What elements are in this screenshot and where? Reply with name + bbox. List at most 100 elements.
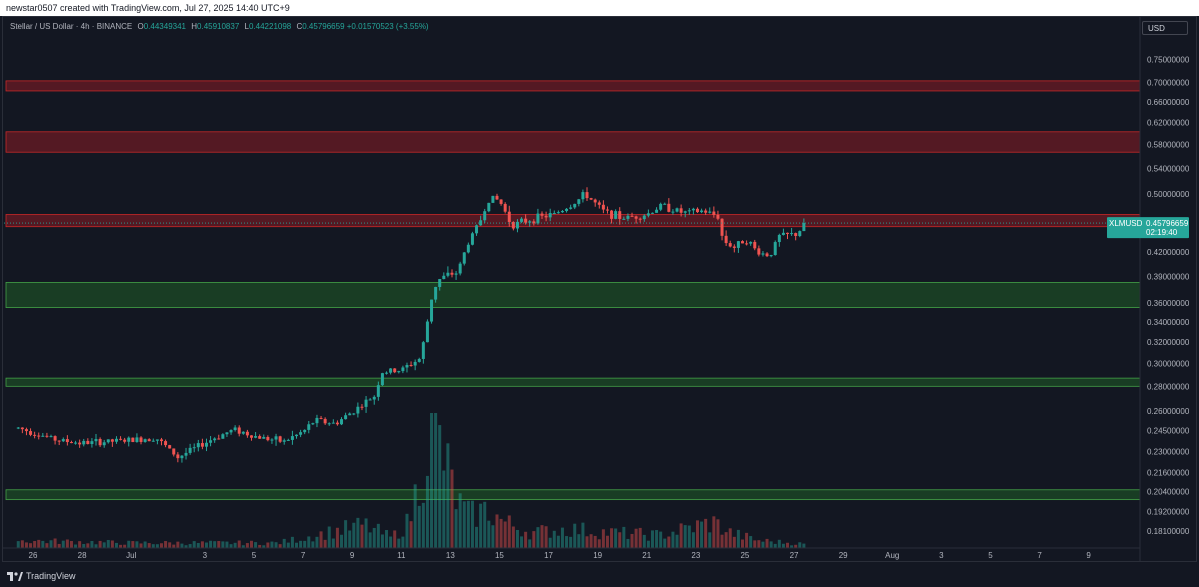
- volume-bar: [438, 425, 442, 548]
- candle-body: [487, 202, 491, 212]
- volume-bar: [360, 524, 364, 548]
- volume-bar: [511, 526, 515, 548]
- candle-body: [331, 422, 335, 424]
- price-tick-label: 0.58000000: [1147, 141, 1190, 150]
- volume-bar: [184, 545, 188, 548]
- time-tick-label: 27: [790, 551, 799, 560]
- volume-bar: [524, 531, 528, 548]
- chart-frame: [2, 16, 1197, 562]
- volume-bar: [61, 540, 65, 548]
- currency-selector[interactable]: USD: [1142, 21, 1188, 35]
- volume-bar: [290, 536, 294, 548]
- price-tick-label: 0.75000000: [1147, 55, 1190, 64]
- candle-body: [184, 452, 188, 456]
- volume-bar: [663, 538, 667, 548]
- candle-body: [560, 211, 564, 213]
- candle-body: [622, 218, 626, 220]
- volume-bar: [213, 541, 217, 548]
- candle-body: [601, 204, 605, 210]
- candle-body: [65, 439, 69, 443]
- high-value: 0.45910837: [197, 22, 240, 31]
- price-tick-label: 0.26000000: [1147, 407, 1190, 416]
- volume-bar: [78, 541, 82, 548]
- candle-body: [491, 195, 495, 203]
- candle-body: [192, 447, 196, 449]
- candle-body: [385, 372, 389, 374]
- symbol-legend: Stellar / US Dollar · 4h · BINANCE O0.44…: [10, 22, 429, 31]
- candle-body: [695, 208, 699, 213]
- candle-body: [57, 440, 61, 442]
- volume-bar: [278, 544, 282, 548]
- volume-bar: [704, 518, 708, 548]
- price-tick-label: 0.23000000: [1147, 448, 1190, 457]
- candle-body: [315, 417, 319, 424]
- candle-body: [147, 439, 151, 442]
- candle-body: [323, 418, 327, 424]
- volume-bar: [344, 520, 348, 548]
- volume-bar: [348, 530, 352, 548]
- candle-body: [442, 275, 446, 280]
- candle-body: [736, 241, 740, 248]
- volume-bar: [798, 542, 802, 548]
- candle-body: [700, 210, 704, 213]
- volume-bar: [380, 534, 384, 548]
- candle-body: [745, 243, 749, 245]
- volume-bar: [495, 514, 499, 548]
- candle-body: [765, 253, 769, 257]
- volume-bar: [695, 520, 699, 548]
- candle-body: [368, 399, 372, 401]
- close-value: 0.45796659: [302, 22, 345, 31]
- candle-body: [204, 442, 208, 447]
- time-tick-label: 13: [446, 551, 455, 560]
- volume-bar: [659, 531, 663, 548]
- candle-body: [319, 417, 323, 419]
- volume-bar: [720, 534, 724, 548]
- candle-body: [20, 427, 24, 430]
- zones-layer: [5, 80, 1141, 501]
- volume-bar: [626, 538, 630, 548]
- volume-bar: [233, 542, 237, 548]
- volume-bar: [299, 540, 303, 548]
- candle-body: [229, 430, 233, 433]
- candle-body: [528, 221, 532, 223]
- volume-bar: [757, 540, 761, 548]
- price-axis[interactable]: 0.75000000 0.70000000 0.66000000 0.62000000…: [1139, 16, 1190, 562]
- time-tick-label: 3: [203, 551, 208, 560]
- candle-body: [794, 233, 798, 237]
- candle-body: [716, 214, 720, 219]
- volume-bar: [405, 513, 409, 548]
- candle-body: [159, 439, 163, 442]
- price-tick-label: 0.70000000: [1147, 78, 1190, 87]
- volume-bar: [217, 540, 221, 548]
- time-tick-label: 7: [1037, 551, 1042, 560]
- candle-body: [245, 431, 249, 436]
- volume-bar: [352, 522, 356, 548]
- open-key: O: [137, 22, 144, 31]
- price-chart[interactable]: 0.75000000 0.70000000 0.66000000 0.62000000…: [0, 0, 1199, 566]
- time-tick-label: 19: [593, 551, 602, 560]
- volume-bar: [327, 526, 331, 548]
- candle-body: [286, 439, 290, 441]
- candle-body: [585, 192, 589, 199]
- candle-body: [29, 431, 33, 435]
- candle-body: [143, 439, 147, 442]
- candle-body: [94, 438, 98, 442]
- price-tick-label: 0.54000000: [1147, 164, 1190, 173]
- volume-bar: [225, 541, 229, 548]
- volume-bar: [164, 541, 168, 548]
- volume-bar: [618, 532, 622, 548]
- candle-body: [724, 235, 728, 244]
- candle-body: [180, 455, 184, 459]
- price-tick-label: 0.30000000: [1147, 359, 1190, 368]
- volume-bar: [667, 536, 671, 548]
- candle-body: [712, 211, 716, 215]
- volume-bar: [683, 525, 687, 548]
- volume-bar: [700, 521, 704, 548]
- candle-body: [626, 215, 630, 219]
- candle-body: [16, 427, 20, 429]
- volume-bar: [446, 443, 450, 548]
- candle-body: [515, 221, 519, 229]
- candle-body: [254, 436, 258, 438]
- time-axis[interactable]: 26 28 Jul 3 5 7 9 11 13 15 17 19 21 23 25 27 29 Aug 3 5 7 9: [2, 547, 1140, 560]
- volume-bar: [295, 542, 299, 548]
